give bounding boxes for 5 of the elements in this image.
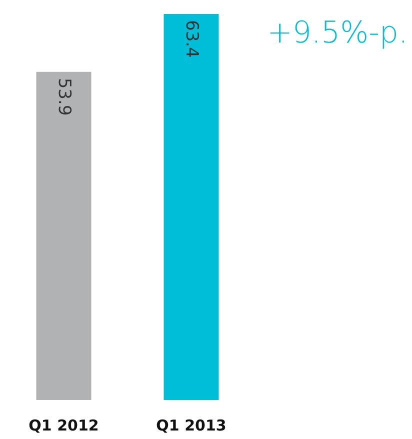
- data-label: 63.4: [181, 20, 202, 58]
- data-label: 53.9: [54, 78, 74, 116]
- text: +9.5%-p.: [267, 16, 408, 50]
- x-tick-label: Q1 2013: [156, 416, 226, 434]
- x-tick-label: Q1 2012: [28, 416, 99, 434]
